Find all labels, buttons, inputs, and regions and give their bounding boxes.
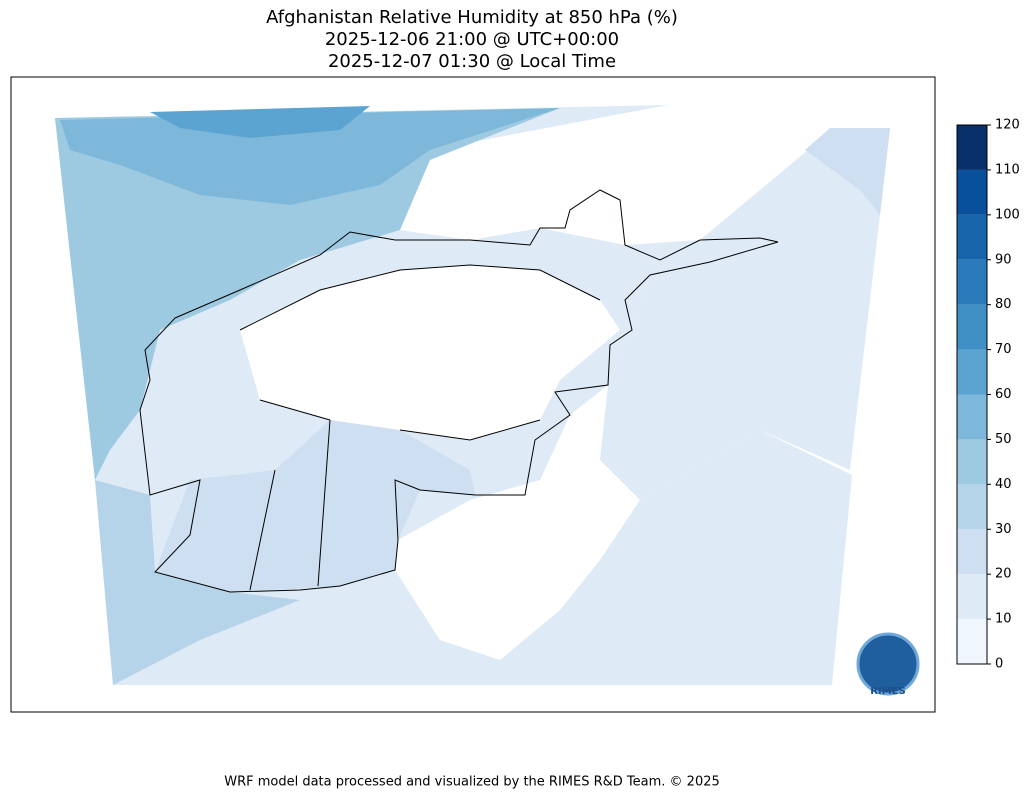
no-data-area [240,265,620,440]
humidity-area [805,128,890,215]
logo [856,632,920,696]
colorbar-box [957,529,987,575]
colorbar-tick-label: 60 [995,387,1012,402]
colorbar-box [957,484,987,530]
colorbar-tick-label: 70 [995,342,1012,357]
humidity-area [150,106,370,138]
colorbar-box [957,619,987,664]
country-borders [139,189,779,593]
colorbar-box [957,574,987,620]
colorbar-tick-label: 10 [995,612,1012,627]
colorbar-box [957,169,987,215]
colorbar-tick-label: 120 [995,118,1020,133]
colorbar-tick-label: 20 [995,567,1012,582]
humidity-area [55,108,560,480]
title-line: 2025-12-07 01:30 @ Local Time [328,51,616,72]
map: RIMES [10,76,936,713]
colorbar-tick-label: 0 [995,657,1003,672]
humidity-area [60,108,560,205]
colorbar-tick-label: 40 [995,477,1012,492]
title-line: 2025-12-06 21:00 @ UTC+00:00 [325,29,619,50]
colorbar-box [957,349,987,395]
footer: WRF model data processed and visualized … [224,775,720,790]
colorbar-box [957,214,987,260]
colorbar-tick-label: 80 [995,297,1012,312]
colorbar-tick-label: 110 [995,162,1020,177]
no-data-area [400,180,625,245]
colorbar-tick-label: 100 [995,207,1020,222]
humidity-area [155,420,475,592]
colorbar-tick-label: 30 [995,522,1012,537]
colorbar-tick-label: 90 [995,252,1012,267]
colorbar: 0 10 20 30 40 50 60 70 80 90 100 110 120 [956,118,1020,672]
colorbar-box [957,304,987,350]
humidity-area [95,480,300,685]
colorbar-box [957,125,987,170]
colorbar-box [957,259,987,305]
title-line: Afghanistan Relative Humidity at 850 hPa… [266,7,678,28]
colorbar-tick-label: 50 [995,432,1012,447]
humidity-area [600,128,890,500]
logo-text: RIMES [870,686,905,697]
colorbar-box [957,439,987,485]
colorbar-box [957,394,987,440]
